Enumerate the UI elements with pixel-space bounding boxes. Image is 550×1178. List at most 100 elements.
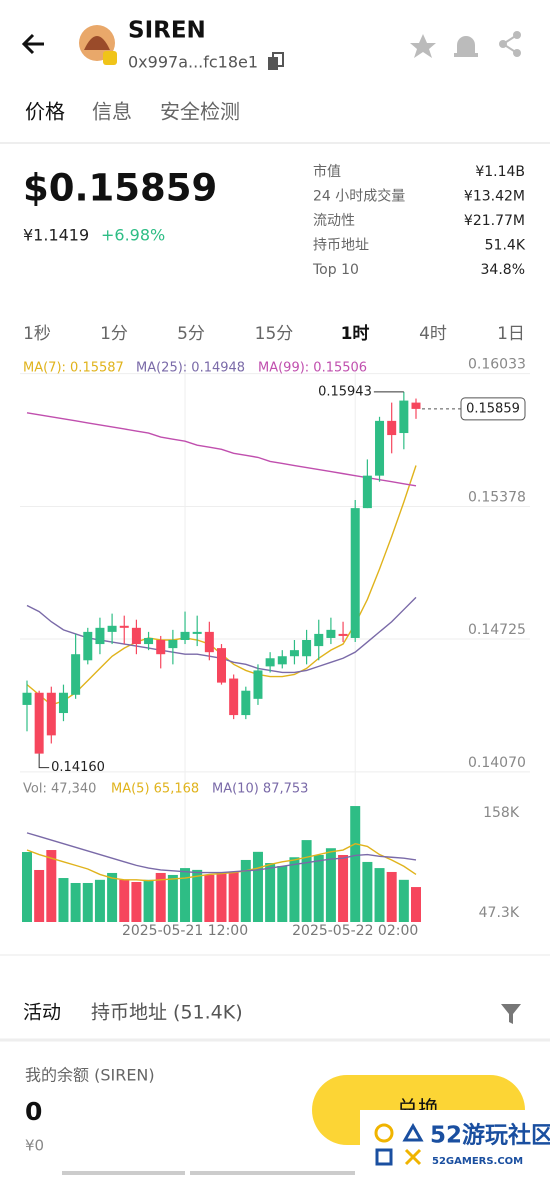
activity-tab[interactable]: 活动 [23, 1002, 61, 1024]
volume-bar [131, 881, 142, 922]
volume-bar [204, 874, 215, 922]
volume-bar [325, 848, 336, 922]
tab[interactable]: 信息 [92, 100, 132, 124]
y-tick-label: 0.15378 [468, 489, 526, 505]
balance-amount: 0 [25, 1097, 42, 1126]
volume-bar [313, 854, 324, 922]
legend-entry: MA(25): 0.14948 [136, 361, 245, 376]
y-tick-label: 158K [483, 805, 520, 821]
stat-value: ¥13.42M [464, 189, 525, 205]
tab[interactable]: 价格 [25, 100, 65, 124]
volume-ma-line [26, 832, 417, 874]
volume-bar [70, 882, 81, 922]
stat-value: ¥21.77M [464, 213, 525, 229]
candle-body [399, 400, 409, 434]
balance-cny: ¥0 [25, 1137, 44, 1155]
stat-value: 51.4K [485, 238, 526, 254]
volume-bar [252, 851, 263, 922]
low-label: 0.14160 [51, 760, 105, 775]
price-usd: $0.15859 [23, 167, 217, 210]
stat-label: 持币地址 [313, 238, 369, 254]
watermark-box [360, 1110, 550, 1178]
ma-line [26, 412, 417, 487]
candle-body [34, 692, 44, 754]
legend-entry: MA(5) 65,168 [111, 782, 199, 797]
price-change: +6.98% [101, 226, 165, 245]
candle-body [144, 637, 154, 645]
high-label: 0.15943 [318, 384, 372, 399]
volume-bar [362, 861, 373, 922]
timeframe[interactable]: 5分 [177, 324, 205, 344]
candle-body [229, 678, 239, 716]
candle-body [192, 631, 202, 634]
volume-bar [167, 874, 178, 922]
activity-tab[interactable]: 持币地址 (51.4K) [91, 1002, 243, 1024]
candle-body [241, 690, 251, 716]
candle-body [350, 508, 360, 638]
volume-bar [411, 887, 421, 922]
candle-body [265, 658, 275, 667]
x-tick-label: 2025-05-22 02:00 [292, 923, 418, 939]
volume-bar [228, 871, 239, 922]
candle-body [387, 420, 397, 436]
timeframe[interactable]: 1时 [341, 324, 370, 344]
last-price-box [460, 397, 526, 421]
volume-bar [398, 879, 409, 922]
volume-ma-line [26, 842, 417, 882]
stat-value: 34.8% [481, 262, 525, 278]
timeframe[interactable]: 1分 [100, 324, 128, 344]
candle-body [411, 402, 421, 409]
candle-body [119, 625, 129, 628]
candle-body [289, 650, 299, 657]
candle-body [217, 648, 226, 683]
tab[interactable]: 安全检测 [160, 100, 240, 124]
volume-bar [240, 859, 251, 922]
timeframe[interactable]: 1秒 [23, 324, 51, 344]
candle-body [302, 640, 312, 657]
watermark-title: 52游玩社区 [430, 1122, 550, 1149]
avatar-hair [84, 36, 110, 50]
candle-body [362, 475, 372, 509]
share-icon[interactable] [499, 31, 521, 57]
y-tick-label: 0.16033 [468, 357, 526, 373]
volume-bar [155, 872, 166, 922]
stat-label: 流动性 [313, 213, 355, 229]
alert-icon[interactable] [454, 36, 478, 57]
timeframe[interactable]: 4时 [419, 324, 447, 344]
y-tick-label: 0.14725 [468, 622, 526, 638]
balance-label: 我的余额 (SIREN) [25, 1066, 155, 1085]
y-tick-label: 0.14070 [468, 755, 526, 771]
last-price-label: 0.15859 [466, 401, 520, 416]
volume-bar [301, 840, 312, 922]
back-button[interactable] [21, 33, 44, 55]
candle-body [83, 631, 93, 661]
legend-entry: MA(7): 0.15587 [23, 361, 124, 376]
volume-bar [192, 869, 203, 922]
stat-label: Top 10 [312, 262, 359, 278]
volume-bar [46, 850, 57, 922]
watermark-url: 52GAMERS.COM [432, 1156, 523, 1167]
candle-body [46, 692, 56, 736]
price-cny: ¥1.1419 [23, 226, 89, 245]
volume-bar [107, 872, 118, 922]
candle-body [314, 633, 324, 647]
candle-body [156, 640, 166, 655]
volume-bar [180, 868, 191, 922]
x-tick-label: 2025-05-21 12:00 [122, 923, 248, 939]
volume-bar [289, 857, 300, 922]
token-title: SIREN [128, 18, 206, 44]
candle-body [95, 627, 105, 645]
volume-bar [386, 871, 397, 922]
timeframe[interactable]: 15分 [255, 324, 294, 344]
legend-entry: MA(99): 0.15506 [258, 361, 367, 376]
filter-icon[interactable] [501, 1004, 521, 1024]
favorite-icon[interactable] [410, 34, 436, 58]
stat-label: 市值 [313, 163, 341, 180]
volume-bar [265, 863, 276, 922]
copy-icon[interactable] [268, 52, 284, 70]
candle-body [180, 631, 190, 640]
volume-bar [34, 869, 45, 922]
timeframe[interactable]: 1日 [497, 324, 525, 344]
volume-bar [119, 879, 130, 922]
